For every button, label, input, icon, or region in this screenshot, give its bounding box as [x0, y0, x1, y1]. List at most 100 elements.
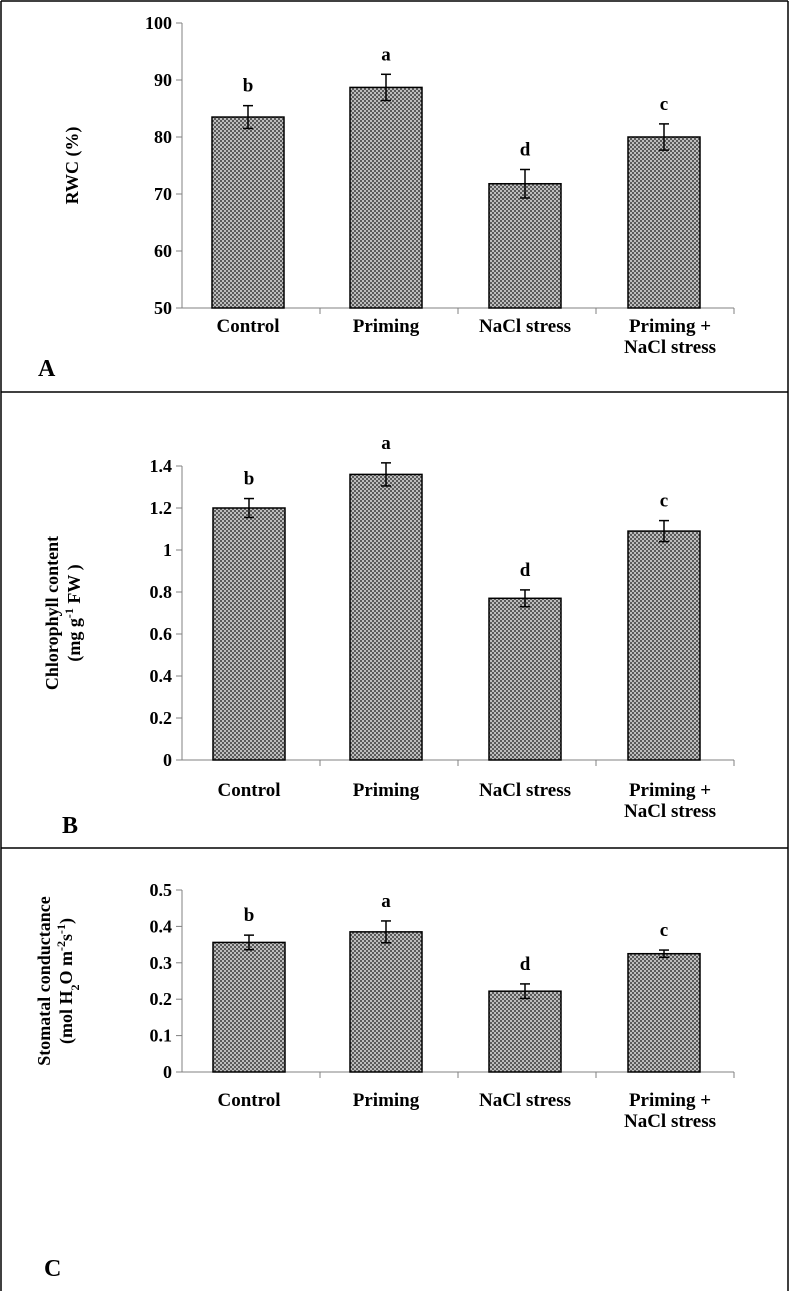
bar-series: b a d c [211, 44, 701, 309]
bar [349, 473, 423, 761]
bar [488, 990, 562, 1073]
error-bar [381, 920, 391, 944]
error-bar [243, 104, 253, 130]
panel-letter: B [62, 813, 78, 839]
significance-letter: a [381, 44, 391, 65]
y-tick-label: 60 [154, 241, 172, 261]
y-axis-label-part: FW ) [64, 564, 85, 608]
bar [627, 136, 701, 309]
y-tick-label: 0.1 [150, 1026, 173, 1046]
significance-letter: b [244, 469, 255, 490]
y-axis-label-part: -1 [62, 608, 76, 618]
y-axis-label: Chlorophyll content (mg g-1 FW ) [42, 536, 85, 690]
y-tick-label: 0.2 [150, 989, 173, 1009]
significance-letter: d [520, 560, 531, 581]
significance-letter: c [660, 491, 668, 512]
y-axis-label-part: 2 [68, 985, 82, 991]
panel-letter: C [44, 1256, 61, 1282]
y-tick-label: 90 [154, 70, 172, 90]
significance-letter: d [520, 954, 531, 975]
error-bar [659, 123, 669, 151]
error-bar [381, 462, 391, 487]
bar-series: b a d c [212, 433, 701, 761]
y-tick-label: 0.3 [150, 953, 173, 973]
panel-letter: A [38, 356, 56, 382]
y-tick-label: 0.8 [150, 582, 173, 602]
y-tick-label: 0.2 [150, 708, 173, 728]
category-label: Priming + [629, 316, 711, 337]
y-axis-label-part: (mol H [56, 991, 77, 1045]
category-label: Control [218, 780, 281, 801]
category-label: NaCl stress [479, 780, 571, 801]
category-label: Priming + [629, 780, 711, 801]
bar [627, 530, 701, 761]
significance-letter: b [243, 76, 254, 97]
y-axis-label-part: (mg g [64, 618, 85, 662]
y-axis-label-part: ) [56, 918, 77, 924]
y-tick-label: 0.4 [150, 916, 173, 936]
error-bar [244, 497, 254, 519]
y-axis-label-line: Stomatal conductance [34, 896, 54, 1066]
y-tick-label: 100 [145, 13, 172, 33]
bar [488, 182, 562, 309]
y-tick-label: 0.6 [150, 624, 173, 644]
x-axis-categories: Control Priming NaCl stress Priming +NaCl s… [218, 780, 717, 822]
category-label: NaCl stress [479, 1090, 571, 1111]
chart-panel-c: Stomatal conductance (mol H2O m-2s-1) 0 0.… [34, 880, 735, 1282]
category-label: Priming + [629, 1090, 711, 1111]
y-axis-label-part: -2 [54, 941, 68, 951]
y-tick-label: 1.2 [150, 498, 173, 518]
significance-letter: a [381, 891, 391, 912]
y-axis-label-part: -1 [54, 924, 68, 934]
bar [627, 952, 701, 1073]
significance-letter: d [520, 139, 531, 160]
y-tick-label: 0.5 [150, 880, 173, 900]
y-axis-label-part: O m [56, 951, 76, 985]
x-axis-categories: Control Priming NaCl stress Priming +NaCl s… [217, 316, 717, 358]
y-axis-label-line: RWC (%) [62, 127, 83, 205]
bar [488, 597, 562, 761]
bar-series: b a d c [212, 891, 701, 1073]
y-axis-label-part: s [56, 934, 76, 941]
significance-letter: a [381, 433, 391, 454]
y-tick-label: 1 [163, 540, 172, 560]
y-tick-label: 0 [163, 750, 172, 770]
category-label: Control [218, 1090, 281, 1111]
category-label: NaCl stress [624, 1111, 716, 1132]
y-tick-label: 0 [163, 1062, 172, 1082]
category-label: NaCl stress [479, 316, 571, 337]
bar [211, 116, 285, 309]
y-axis-label: Stomatal conductance (mol H2O m-2s-1) [34, 896, 82, 1066]
y-tick-label: 0.4 [150, 666, 173, 686]
y-axis-label-line: Chlorophyll content [42, 536, 62, 690]
category-label: NaCl stress [624, 801, 716, 822]
error-bar [520, 589, 530, 608]
category-label: Control [217, 316, 280, 337]
error-bar [520, 983, 530, 1000]
error-bar [244, 934, 254, 951]
chart-panel-a: RWC (%) 50 60 70 80 90 100 b a d c Control Primin… [38, 13, 735, 382]
category-label: Priming [353, 1090, 420, 1111]
category-label: Priming [353, 316, 420, 337]
x-axis-categories: Control Priming NaCl stress Priming +NaCl s… [218, 1090, 717, 1132]
y-axis-label-line: (mol H2O m-2s-1) [54, 918, 82, 1044]
y-tick-label: 80 [154, 127, 172, 147]
y-axis-label-line: (mg g-1 FW ) [62, 564, 85, 661]
significance-letter: c [660, 94, 668, 115]
y-tick-label: 1.4 [150, 456, 173, 476]
bar [212, 507, 286, 761]
bar [349, 931, 423, 1073]
error-bar [381, 73, 391, 102]
y-axis: 50 60 70 80 90 100 [145, 13, 735, 318]
significance-letter: b [244, 905, 255, 926]
y-tick-label: 50 [154, 298, 172, 318]
chart-panel-b: Chlorophyll content (mg g-1 FW ) 0 0.2 0.4 0… [42, 433, 735, 839]
error-bar [659, 519, 669, 543]
category-label: Priming [353, 780, 420, 801]
y-axis-label: RWC (%) [62, 127, 83, 205]
y-tick-label: 70 [154, 184, 172, 204]
category-label: NaCl stress [624, 337, 716, 358]
bar [212, 941, 286, 1073]
